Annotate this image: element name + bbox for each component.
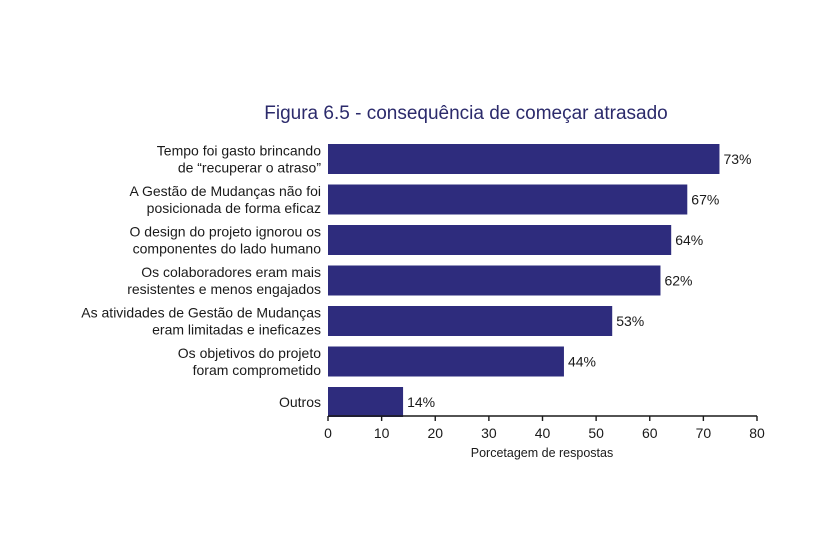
bar-1 xyxy=(328,184,688,215)
category-label-2: O design do projeto ignorou os componente… xyxy=(130,224,322,257)
x-tick-label-8: 80 xyxy=(749,425,765,441)
category-label-0: Tempo foi gasto brincando de “recuperar o… xyxy=(157,143,322,176)
x-tick-label-0: 0 xyxy=(324,425,332,441)
x-tick-label-6: 60 xyxy=(642,425,658,441)
category-label-3: Os colaboradores eram mais resistentes e … xyxy=(127,264,321,297)
bars-group xyxy=(328,144,720,417)
value-label-3: 62% xyxy=(664,273,692,289)
x-tick-label-1: 10 xyxy=(374,425,390,441)
category-label-1: A Gestão de Mudanças não foi posicionada … xyxy=(130,183,321,216)
value-label-4: 53% xyxy=(616,313,644,329)
bar-2 xyxy=(328,225,672,255)
bar-4 xyxy=(328,306,613,336)
bar-0 xyxy=(328,144,720,174)
bar-3 xyxy=(328,265,661,296)
value-label-0: 73% xyxy=(723,151,751,167)
category-labels: Tempo foi gasto brincando de “recuperar o… xyxy=(81,143,321,411)
value-label-6: 14% xyxy=(407,394,435,410)
value-label-2: 64% xyxy=(675,232,703,248)
x-tick-label-2: 20 xyxy=(427,425,443,441)
x-tick-label-3: 30 xyxy=(481,425,497,441)
x-tick-label-5: 50 xyxy=(588,425,604,441)
bar-6 xyxy=(328,387,404,417)
category-label-6: Outros xyxy=(279,394,321,410)
x-axis-ticks: 0 10 20 30 40 50 60 70 80 xyxy=(324,416,765,441)
x-axis-title: Porcetagem de respostas xyxy=(471,446,613,460)
value-label-5: 44% xyxy=(568,354,596,370)
category-label-5: Os objetivos do projeto foram comprometid… xyxy=(178,345,321,378)
value-labels: 73% 67% 64% 62% 53% 44% 14% xyxy=(407,151,751,410)
category-label-4: As atividades de Gestão de Mudanças eram … xyxy=(81,305,321,338)
bar-5 xyxy=(328,346,564,377)
value-label-1: 67% xyxy=(691,192,719,208)
chart-title: Figura 6.5 - consequência de começar atr… xyxy=(264,103,667,124)
x-tick-label-4: 40 xyxy=(535,425,551,441)
x-tick-label-7: 70 xyxy=(696,425,712,441)
